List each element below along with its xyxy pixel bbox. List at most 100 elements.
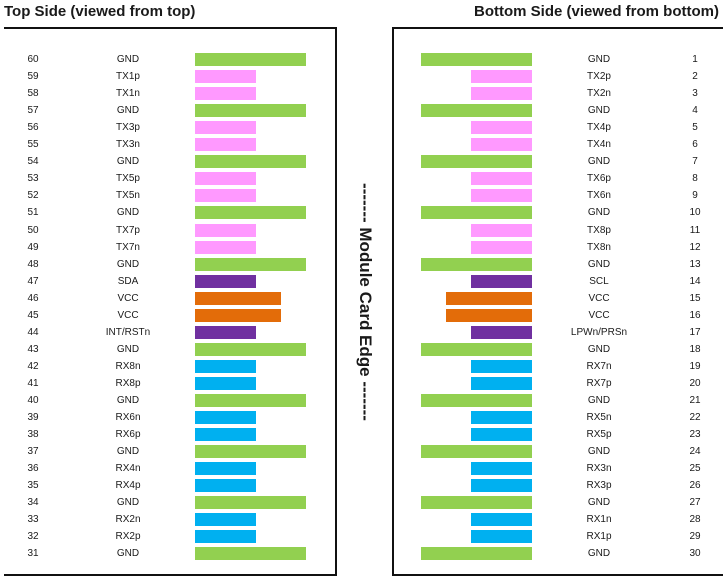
pin-signal: GND [116, 395, 140, 406]
pin-signal: TX5p [116, 173, 140, 185]
pin-number: 27 [689, 497, 701, 509]
pin-row: 36 RX4n [4, 460, 335, 477]
pin-signal: RX1n [586, 514, 612, 526]
pin-pad-gnd [195, 342, 306, 356]
pin-row: 26 RX3p [394, 477, 723, 494]
pin-number: 10 [689, 207, 701, 219]
pin-number: 40 [27, 395, 39, 406]
pin-signal: GND [116, 497, 140, 509]
pin-row: 21 GND [394, 392, 723, 409]
pin-pad-rx [195, 513, 256, 527]
pin-row: 56 TX3p [4, 119, 335, 136]
pin-row: 29 RX1p [394, 528, 723, 545]
pin-signal: TX3p [116, 122, 140, 134]
pin-signal: GND [587, 54, 611, 65]
pin-pad-rx [471, 376, 532, 390]
pin-row: 27 GND [394, 494, 723, 511]
pin-pad-tx [471, 189, 532, 203]
pin-number: 8 [692, 173, 698, 185]
pin-number: 13 [689, 258, 701, 270]
pin-number: 49 [27, 241, 39, 253]
pin-pad-tx [471, 172, 532, 186]
pin-pad-gnd [195, 445, 306, 459]
pin-signal: TX2n [587, 88, 611, 100]
pin-pad-rx [195, 479, 256, 493]
pin-row: 7 GND [394, 153, 723, 170]
pin-pad-tx [471, 138, 532, 152]
pin-pad-gnd [195, 257, 306, 271]
pin-number: 2 [692, 71, 698, 83]
pin-row: 14 SCL [394, 273, 723, 290]
pin-signal: RX7n [586, 360, 612, 372]
pin-signal: SCL [589, 275, 609, 287]
pin-signal: GND [587, 395, 611, 406]
pin-number: 18 [689, 343, 701, 355]
pin-signal: GND [116, 446, 140, 458]
pin-row: 16 VCC [394, 307, 723, 324]
pin-pad-tx [471, 70, 532, 84]
pin-row: 35 RX4p [4, 477, 335, 494]
pin-signal: RX2n [115, 514, 141, 526]
pin-signal: RX6p [115, 429, 141, 441]
pin-signal: RX7p [586, 377, 612, 389]
pin-signal: GND [587, 258, 611, 270]
pin-number: 56 [27, 122, 39, 134]
pin-number: 14 [689, 275, 701, 287]
pin-row: 30 GND [394, 545, 723, 562]
pin-row: 13 GND [394, 256, 723, 273]
pin-signal: GND [587, 497, 611, 509]
pin-signal: GND [587, 446, 611, 458]
pin-signal: GND [587, 105, 611, 117]
pin-signal: LPWn/PRSn [570, 326, 628, 338]
pin-signal: GND [116, 156, 140, 168]
pin-number: 52 [27, 190, 39, 202]
pin-row: 25 RX3n [394, 460, 723, 477]
pin-signal: TX7n [116, 241, 140, 253]
pin-pad-vcc [195, 308, 281, 322]
pin-number: 48 [27, 258, 39, 270]
pin-row: 44 INT/RSTn [4, 324, 335, 341]
pin-signal: RX3p [586, 480, 612, 492]
pin-row: 5 TX4p [394, 119, 723, 136]
pin-row: 40 GND [4, 392, 335, 409]
pin-row: 4 GND [394, 102, 723, 119]
pin-number: 29 [689, 531, 701, 543]
pin-row: 24 GND [394, 443, 723, 460]
pin-row: 1 GND [394, 51, 723, 68]
pin-row: 9 TX6n [394, 187, 723, 204]
bottom-side-title: Bottom Side (viewed from bottom) [474, 3, 719, 20]
pin-row: 48 GND [4, 256, 335, 273]
pin-row: 58 TX1n [4, 85, 335, 102]
pin-row: 45 VCC [4, 307, 335, 324]
pin-row: 18 GND [394, 341, 723, 358]
pin-number: 35 [27, 480, 39, 492]
pin-pad-gnd [421, 155, 532, 169]
pin-pad-tx [195, 240, 256, 254]
pin-number: 46 [27, 292, 39, 304]
pin-row: 12 TX8n [394, 239, 723, 256]
pin-number: 34 [27, 497, 39, 509]
pin-signal: VCC [117, 292, 139, 304]
pin-number: 7 [692, 156, 698, 168]
pin-row: 17 LPWn/PRSn [394, 324, 723, 341]
pin-number: 1 [692, 54, 698, 65]
pin-signal: TX6n [587, 190, 611, 202]
pin-pad-rx [471, 411, 532, 425]
pin-signal: RX4n [115, 463, 141, 475]
pin-number: 23 [689, 429, 701, 441]
pin-pad-tx [195, 138, 256, 152]
pin-number: 32 [27, 531, 39, 543]
module-card-edge-label-container: ------- Module Card Edge ------- [340, 27, 390, 576]
pin-row: 23 RX5p [394, 426, 723, 443]
pin-row: 54 GND [4, 153, 335, 170]
pin-signal: TX1n [116, 88, 140, 100]
pin-row: 22 RX5n [394, 409, 723, 426]
pin-signal: RX6n [115, 412, 141, 424]
pin-pad-gnd [421, 445, 532, 459]
pin-signal: RX3n [586, 463, 612, 475]
pin-signal: GND [116, 343, 140, 355]
pin-pad-gnd [421, 547, 532, 561]
pin-number: 11 [689, 224, 701, 236]
pin-pad-gnd [421, 104, 532, 118]
pin-number: 60 [27, 54, 39, 65]
